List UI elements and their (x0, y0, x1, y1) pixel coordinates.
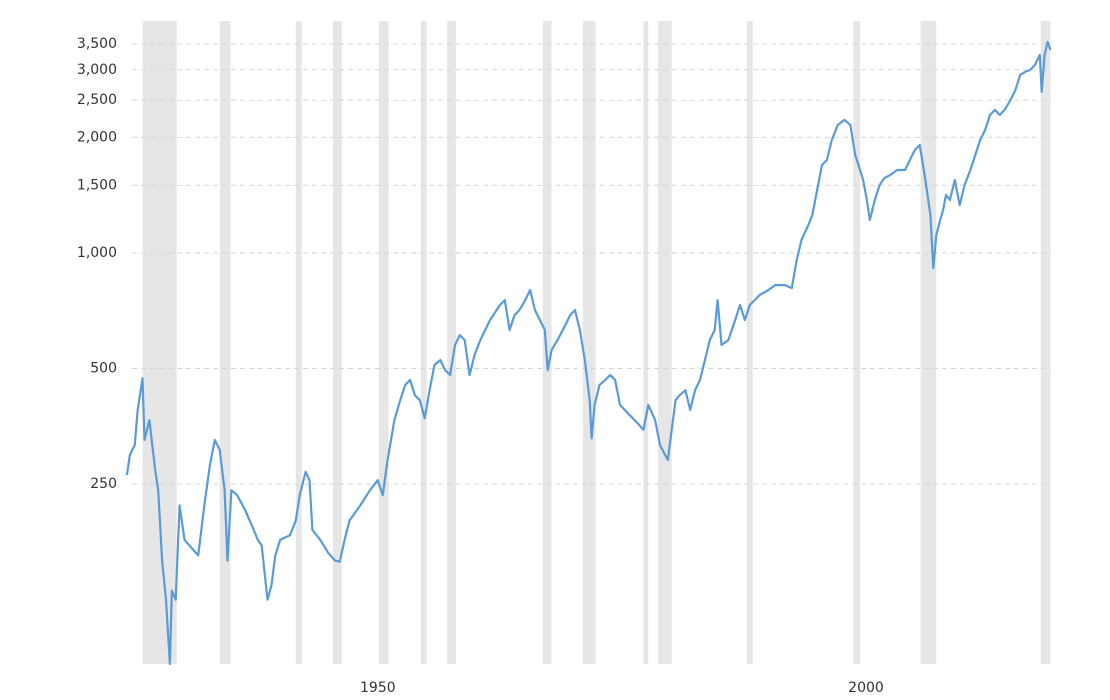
y-tick-label: 250 (90, 476, 117, 492)
recession-band (142, 21, 177, 664)
recession-band (920, 21, 937, 664)
y-tick-label: 2,500 (77, 92, 117, 108)
recession-band (420, 21, 427, 664)
recession-band (746, 21, 753, 664)
recession-band (658, 21, 672, 664)
recession-band (447, 21, 456, 664)
recession-band (1040, 21, 1051, 664)
recession-band (295, 21, 302, 664)
recession-band (643, 21, 649, 664)
recession-band (219, 21, 231, 664)
x-tick-label: 1950 (360, 680, 396, 696)
y-tick-label: 3,500 (77, 36, 117, 52)
y-tick-label: 2,000 (77, 129, 117, 145)
recession-band (542, 21, 552, 664)
recession-band (853, 21, 861, 664)
y-tick-label: 3,000 (77, 62, 117, 78)
price-line (125, 40, 1052, 666)
y-tick-label: 500 (90, 361, 117, 377)
y-tick-label: 1,000 (77, 245, 117, 261)
recession-band (332, 21, 342, 664)
y-tick-label: 1,500 (77, 177, 117, 193)
recession-band (582, 21, 596, 664)
recession-band (378, 21, 389, 664)
x-tick-label: 2000 (848, 680, 884, 696)
